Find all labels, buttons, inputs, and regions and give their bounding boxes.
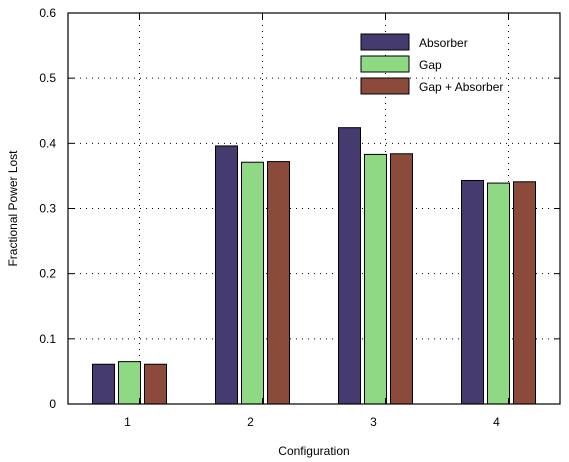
bar bbox=[241, 161, 264, 405]
grid-lines bbox=[68, 13, 560, 404]
y-tick-label: 0.3 bbox=[39, 202, 56, 216]
bar bbox=[461, 179, 484, 405]
bar bbox=[92, 363, 115, 405]
bar bbox=[338, 127, 361, 405]
x-tick-label: 4 bbox=[493, 415, 500, 429]
bar bbox=[364, 153, 387, 405]
x-axis-label: Configuration bbox=[278, 444, 349, 458]
legend-swatch bbox=[360, 77, 410, 95]
x-tick-label: 3 bbox=[370, 415, 377, 429]
bar bbox=[390, 153, 413, 405]
x-tick-label: 2 bbox=[247, 415, 254, 429]
y-tick-label: 0.2 bbox=[39, 267, 56, 281]
legend-label: Absorber bbox=[419, 36, 468, 50]
y-axis-label: Fractional Power Lost bbox=[6, 150, 20, 267]
y-tick-label: 0.1 bbox=[39, 332, 56, 346]
y-tick-label: 0.5 bbox=[39, 71, 56, 85]
legend-label: Gap bbox=[419, 58, 442, 72]
bar bbox=[215, 145, 238, 405]
y-tick-label: 0.6 bbox=[39, 6, 56, 20]
bar bbox=[487, 182, 510, 405]
legend-label: Gap + Absorber bbox=[419, 80, 503, 94]
bar bbox=[118, 361, 141, 405]
legend-swatch bbox=[360, 55, 410, 73]
bar bbox=[267, 161, 290, 405]
x-tick-label: 1 bbox=[124, 415, 131, 429]
bar bbox=[144, 363, 167, 405]
legend-swatch bbox=[360, 33, 410, 51]
y-tick-label: 0.4 bbox=[39, 136, 56, 150]
legend: Absorber Gap Gap + Absorber bbox=[360, 33, 503, 95]
y-tick-label: 0 bbox=[49, 397, 56, 411]
bar bbox=[513, 181, 536, 405]
bars bbox=[92, 127, 536, 405]
axis-ticks: 0 0.1 0.2 0.3 0.4 0.5 0.6 1 2 3 4 bbox=[39, 6, 560, 429]
